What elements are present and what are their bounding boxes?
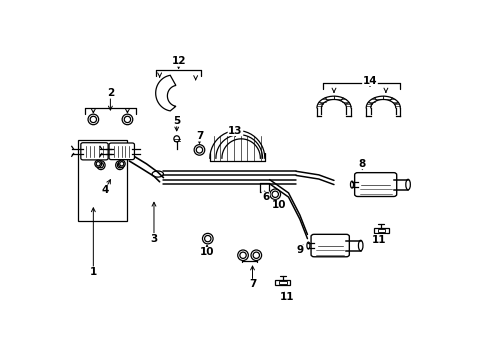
Polygon shape (155, 75, 176, 111)
Text: 13: 13 (228, 126, 242, 135)
Ellipse shape (117, 162, 122, 168)
Ellipse shape (358, 240, 362, 251)
Text: 6: 6 (262, 192, 269, 202)
Ellipse shape (204, 235, 210, 242)
Ellipse shape (116, 161, 124, 170)
FancyBboxPatch shape (109, 143, 134, 159)
Bar (377, 229, 385, 232)
Ellipse shape (194, 145, 204, 155)
Ellipse shape (97, 161, 105, 170)
Ellipse shape (124, 116, 130, 123)
Text: 5: 5 (173, 116, 180, 126)
Text: 2: 2 (106, 88, 114, 98)
Ellipse shape (269, 189, 280, 199)
Text: 3: 3 (150, 234, 157, 244)
Ellipse shape (90, 116, 96, 123)
Text: 14: 14 (362, 76, 377, 86)
Text: 7: 7 (248, 279, 256, 289)
Ellipse shape (120, 162, 123, 166)
Ellipse shape (250, 250, 261, 261)
Bar (279, 282, 286, 284)
Text: 11: 11 (371, 235, 386, 245)
Ellipse shape (239, 252, 246, 258)
Ellipse shape (271, 191, 278, 197)
Bar (275, 280, 290, 285)
Text: 4: 4 (101, 185, 108, 195)
Ellipse shape (98, 162, 103, 168)
Text: 10: 10 (271, 201, 285, 210)
Ellipse shape (253, 252, 259, 258)
FancyBboxPatch shape (310, 234, 348, 257)
Ellipse shape (350, 181, 353, 188)
Ellipse shape (306, 242, 309, 249)
Ellipse shape (152, 171, 163, 177)
Ellipse shape (118, 160, 125, 167)
Ellipse shape (237, 250, 248, 261)
Ellipse shape (174, 136, 179, 142)
Text: 1: 1 (89, 267, 97, 277)
Text: 8: 8 (358, 159, 366, 169)
Ellipse shape (196, 147, 202, 153)
Bar (373, 228, 388, 233)
Ellipse shape (405, 179, 409, 190)
Ellipse shape (95, 160, 102, 167)
Ellipse shape (88, 114, 99, 125)
Ellipse shape (122, 114, 132, 125)
Ellipse shape (96, 162, 100, 166)
FancyBboxPatch shape (81, 143, 108, 160)
Text: 7: 7 (195, 131, 203, 141)
Text: 9: 9 (296, 245, 303, 255)
Text: 11: 11 (279, 292, 293, 302)
Ellipse shape (202, 233, 213, 244)
Bar (78, 140, 127, 221)
Text: 12: 12 (171, 56, 185, 66)
FancyBboxPatch shape (354, 173, 396, 197)
Text: 10: 10 (200, 247, 214, 257)
